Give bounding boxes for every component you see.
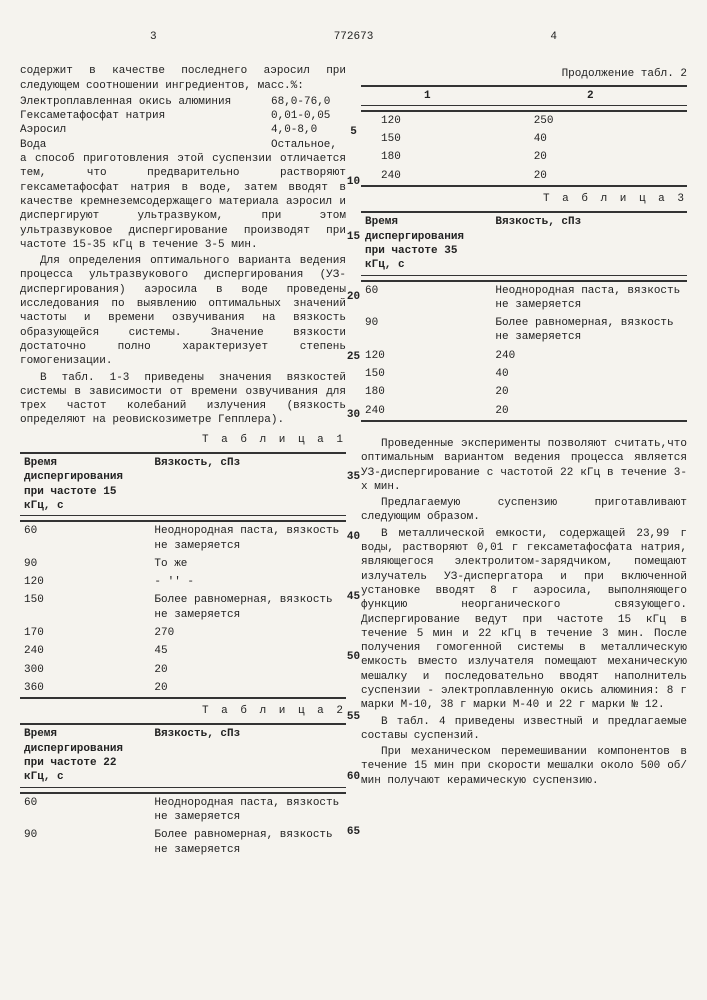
line-number: 45 [347, 590, 360, 604]
table-row: 90Более равномерная, вязкость не замеряе… [361, 314, 687, 347]
table-header: 2 [494, 86, 687, 106]
table-row: 15040 [361, 365, 687, 383]
line-number: 50 [347, 650, 360, 664]
ingredient-value: Остальное, [271, 138, 346, 152]
ingredient-label: Электроплавленная окись алюминия [20, 95, 271, 109]
table-row: 36020 [20, 679, 346, 698]
line-number: 55 [347, 710, 360, 724]
line-number: 25 [347, 350, 360, 364]
line-number: 5 [350, 125, 357, 139]
table-row: 30020 [20, 661, 346, 679]
line-number: 35 [347, 470, 360, 484]
line-number: 15 [347, 230, 360, 244]
table-row: 90То же [20, 555, 346, 573]
paragraph: В табл. 4 приведены известный и предлага… [361, 715, 687, 744]
page-header: 3 772673 4 [20, 30, 687, 44]
table-header: Вязкость, сПз [491, 212, 687, 275]
ingredient-value: 68,0-76,0 [271, 95, 346, 109]
paragraph: Для определения оптимального варианта ве… [20, 254, 346, 368]
table-caption: Т а б л и ц а 3 [361, 192, 687, 206]
table-1: Время диспергирования при частоте 15 кГц… [20, 452, 346, 699]
page-number-right: 4 [550, 30, 557, 44]
table-row: 90Более равномерная, вязкость не замеряе… [20, 826, 346, 859]
table-row: 24020 [361, 167, 687, 186]
paragraph: Проведенные эксперименты позволяют счита… [361, 437, 687, 494]
ingredient-label: Гексаметафосфат натрия [20, 109, 271, 123]
table-row: 60Неоднородная паста, вязкость не замеря… [361, 281, 687, 315]
table-row: 120240 [361, 347, 687, 365]
table-caption: Т а б л и ц а 1 [20, 433, 346, 447]
table-row: 60Неоднородная паста, вязкость не замеря… [20, 793, 346, 827]
ingredient-row: Аэросил 4,0-8,0 [20, 123, 346, 137]
table-row: 18020 [361, 383, 687, 401]
paragraph: а способ приготовления этой суспензии от… [20, 152, 346, 252]
ingredient-label: Аэросил [20, 123, 271, 137]
ingredient-row: Гексаметафосфат натрия 0,01-0,05 [20, 109, 346, 123]
table-row: 18020 [361, 148, 687, 166]
table-row: 60Неоднородная паста, вязкость не замеря… [20, 521, 346, 555]
table-header: Время диспергирования при частоте 35 кГц… [361, 212, 491, 275]
ingredient-value: 0,01-0,05 [271, 109, 346, 123]
table-caption: Т а б л и ц а 2 [20, 704, 346, 718]
table-2: Время диспергирования при частоте 22 кГц… [20, 723, 346, 858]
ingredient-row: Вода Остальное, [20, 138, 346, 152]
table-header: Вязкость, сПз [150, 453, 346, 516]
table-row: 120250 [361, 111, 687, 130]
right-column: Продолжение табл. 2 1 2 120250 15040 180… [361, 64, 687, 859]
intro-text: содержит в качестве последнего аэросил п… [20, 64, 346, 93]
table-row: 120- '' - [20, 573, 346, 591]
left-column: содержит в качестве последнего аэросил п… [20, 64, 346, 859]
table-header: 1 [361, 86, 494, 106]
table-row: 24020 [361, 402, 687, 421]
paragraph: Предлагаемую суспензию приготавливают сл… [361, 496, 687, 525]
continuation-caption: Продолжение табл. 2 [361, 67, 687, 81]
table-row: 24045 [20, 642, 346, 660]
line-number: 20 [347, 290, 360, 304]
line-number: 65 [347, 825, 360, 839]
table-header: Вязкость, сПз [150, 724, 346, 787]
paragraph: В металлической емкости, содержащей 23,9… [361, 527, 687, 713]
table-3: Время диспергирования при частоте 35 кГц… [361, 211, 687, 422]
table-header: Время диспергирования при частоте 22 кГц… [20, 724, 150, 787]
ingredient-label: Вода [20, 138, 271, 152]
table-row: 150Более равномерная, вязкость не замеря… [20, 591, 346, 624]
page-number-left: 3 [150, 30, 157, 44]
paragraph: При механическом перемешивании компонент… [361, 745, 687, 788]
line-number: 60 [347, 770, 360, 784]
line-number: 40 [347, 530, 360, 544]
table-row: 170270 [20, 624, 346, 642]
ingredient-row: Электроплавленная окись алюминия 68,0-76… [20, 95, 346, 109]
ingredient-value: 4,0-8,0 [271, 123, 346, 137]
table-2-continued: 1 2 120250 15040 18020 24020 [361, 85, 687, 187]
line-number: 30 [347, 408, 360, 422]
document-number: 772673 [157, 30, 551, 44]
document-page: 3 772673 4 5 10 15 20 25 30 35 40 45 50 … [0, 0, 707, 1000]
line-number: 10 [347, 175, 360, 189]
table-row: 15040 [361, 130, 687, 148]
table-header: Время диспергирования при частоте 15 кГц… [20, 453, 150, 516]
paragraph: В табл. 1-3 приведены значения вязкостей… [20, 371, 346, 428]
